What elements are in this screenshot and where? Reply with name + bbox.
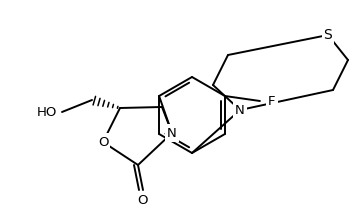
Text: N: N bbox=[235, 103, 245, 117]
Text: HO: HO bbox=[37, 106, 57, 119]
Text: O: O bbox=[98, 136, 108, 149]
Text: N: N bbox=[167, 126, 177, 139]
Text: F: F bbox=[268, 95, 275, 108]
Text: S: S bbox=[324, 28, 332, 42]
Text: O: O bbox=[138, 194, 148, 207]
